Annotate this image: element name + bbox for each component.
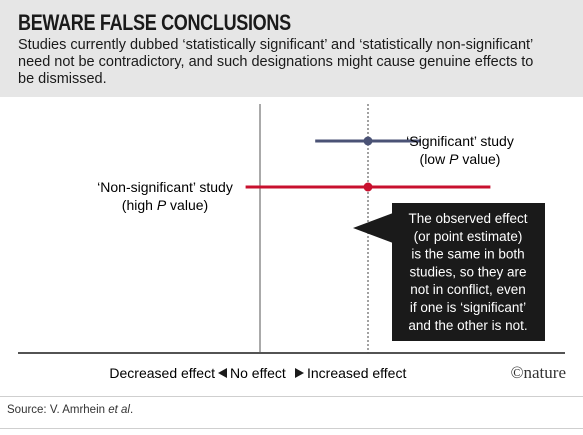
nature-logo: ©nature: [511, 363, 566, 382]
annotation-line: if one is ‘significant’: [410, 300, 526, 315]
arrow-right-icon: [295, 368, 304, 378]
annotation-line: not in conflict, even: [410, 282, 526, 297]
annotation-line: studies, so they are: [409, 264, 526, 279]
annotation-line: (or point estimate): [414, 229, 523, 244]
series-label-significant-line1: ‘Significant’ study: [406, 133, 514, 149]
point-estimate-series-0: [363, 136, 373, 146]
series-layer: [245, 136, 491, 192]
series-label-non-significant-line1: ‘Non-significant’ study: [97, 179, 233, 195]
forest-plot: ‘Significant’ study (low P value) ‘Non-s…: [18, 104, 566, 382]
series-label-non-significant-line2: (high P value): [122, 197, 208, 213]
annotation-line: is the same in both: [411, 247, 524, 262]
annotation-box: [392, 203, 545, 341]
bottom-divider: [0, 428, 583, 429]
source-divider: [0, 396, 583, 397]
chart-subtitle: Studies currently dubbed ‘statistically …: [18, 37, 534, 87]
annotation-line: and the other is not.: [408, 318, 527, 333]
series-label-significant-line2: (low P value): [420, 151, 501, 167]
header-band: [0, 0, 583, 97]
annotation-line: The observed effect: [408, 211, 527, 226]
annotation-callout: The observed effect (or point estimate) is…: [353, 203, 545, 341]
point-estimate-series-1: [363, 182, 373, 192]
annotation-text: The observed effect (or point estimate) is…: [408, 211, 527, 333]
arrow-left-icon: [218, 368, 227, 378]
figure: BEWARE FALSE CONCLUSIONS Studies current…: [0, 0, 583, 382]
chart-title: BEWARE FALSE CONCLUSIONS: [18, 10, 291, 35]
axis-label-no-effect: No effect: [230, 365, 286, 381]
annotation-pointer: [353, 213, 393, 243]
axis-label-decreased: Decreased effect: [109, 365, 215, 381]
axis-label-increased: Increased effect: [307, 365, 406, 381]
source-note: Source: V. Amrhein et al.: [7, 404, 134, 416]
